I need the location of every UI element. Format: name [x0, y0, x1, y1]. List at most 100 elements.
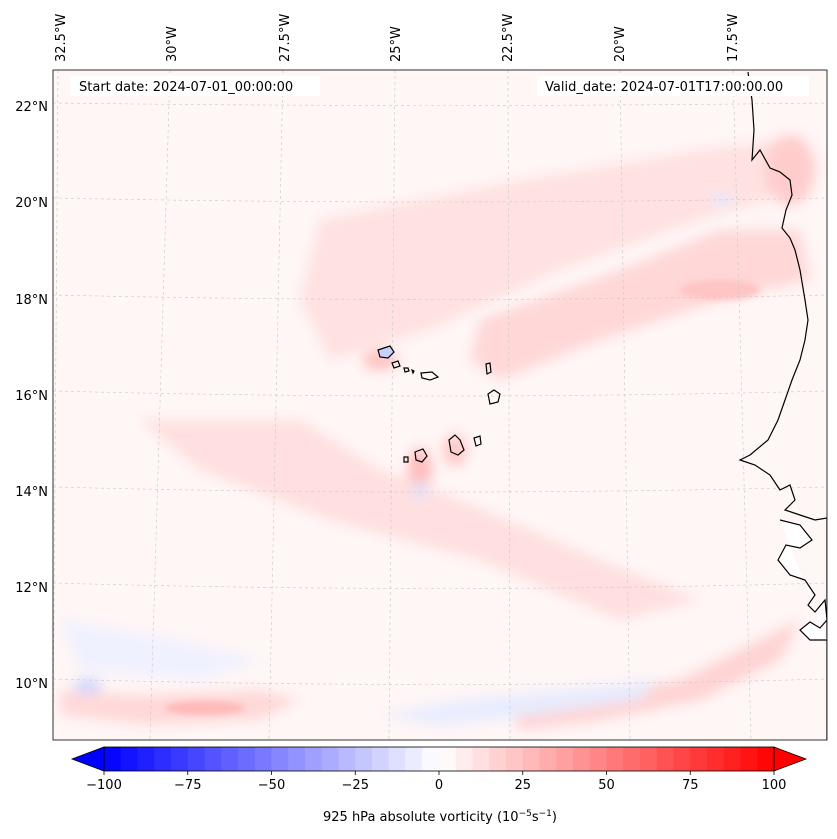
- island: [487, 389, 501, 405]
- colorbar-segment: [305, 747, 323, 771]
- valid-date-box: [537, 76, 809, 96]
- colorbar-ticks: −100 −75 −50 −25 0 25 50 75 100: [86, 771, 786, 793]
- colorbar-segment: [757, 747, 775, 771]
- lon-tick-labels: 32.5°W 30°W 27.5°W 25°W 22.5°W 20°W 17.5…: [54, 14, 741, 62]
- colorbar-segment: [573, 747, 591, 771]
- colorbar-segment: [321, 747, 339, 771]
- colorbar-segment: [238, 747, 256, 771]
- lat-tick-label: 16°N: [15, 389, 48, 404]
- colorbar-segment: [690, 747, 708, 771]
- colorbar-segment: [120, 747, 138, 771]
- colorbar-segment: [187, 747, 205, 771]
- colorbar-segments: [104, 747, 775, 771]
- vorticity-band-positive: [408, 448, 432, 492]
- lon-tick-label: 32.5°W: [54, 14, 69, 62]
- lon-tick-label: 27.5°W: [278, 14, 293, 62]
- vorticity-band-positive: [680, 280, 760, 300]
- colorbar-segment: [673, 747, 691, 771]
- colorbar-segment: [455, 747, 473, 771]
- africa-coastline: [777, 519, 827, 641]
- vorticity-band-positive: [140, 420, 700, 620]
- island: [420, 371, 440, 381]
- lat-tick-label: 22°N: [15, 100, 48, 115]
- colorbar-segment: [439, 747, 457, 771]
- vorticity-band-negative: [60, 620, 260, 680]
- colorbar-segment: [489, 747, 507, 771]
- colorbar-tick-label: 50: [598, 778, 615, 793]
- colorbar-segment: [405, 747, 423, 771]
- colorbar-segment: [137, 747, 155, 771]
- vorticity-field: [60, 135, 815, 730]
- colorbar-extend-high: [773, 746, 808, 772]
- colorbar: −100 −75 −50 −25 0 25 50 75 100 925 hPa absolute…: [70, 746, 808, 825]
- colorbar-extend-low: [70, 746, 105, 772]
- colorbar-segment: [556, 747, 574, 771]
- island: [403, 456, 409, 463]
- map-panel: [53, 70, 827, 740]
- vorticity-band-positive: [165, 701, 245, 715]
- vorticity-band-negative: [380, 680, 660, 725]
- start-date-text: Start date: 2024-07-01_00:00:00: [79, 80, 293, 95]
- island: [377, 345, 395, 359]
- colorbar-tick-label: 25: [514, 778, 531, 793]
- colorbar-segment: [422, 747, 440, 771]
- colorbar-tick-label: 75: [682, 778, 699, 793]
- vorticity-band-negative: [414, 480, 426, 500]
- colorbar-segment: [355, 747, 373, 771]
- colorbar-segment: [623, 747, 641, 771]
- island: [473, 435, 482, 447]
- colorbar-segment: [288, 747, 306, 771]
- lat-tick-labels: 22°N 20°N 18°N 16°N 14°N 12°N 10°N: [15, 100, 48, 692]
- colorbar-segment: [506, 747, 524, 771]
- vorticity-band-negative: [74, 678, 102, 694]
- colorbar-segment: [707, 747, 725, 771]
- island: [485, 362, 492, 375]
- lat-tick-label: 12°N: [15, 581, 48, 596]
- colorbar-segment: [338, 747, 356, 771]
- colorbar-segment: [606, 747, 624, 771]
- colorbar-segment: [221, 747, 239, 771]
- start-date-box: [70, 76, 320, 96]
- colorbar-segment: [723, 747, 741, 771]
- lon-tick-label: 20°W: [613, 26, 628, 62]
- map-frame: [52, 69, 828, 741]
- coastlines: [377, 71, 827, 740]
- colorbar-segment: [254, 747, 272, 771]
- colorbar-segment: [388, 747, 406, 771]
- vorticity-band-positive: [300, 140, 800, 360]
- colorbar-tick-label: 0: [435, 778, 443, 793]
- island: [403, 367, 410, 373]
- vorticity-band-positive: [765, 135, 815, 205]
- lat-tick-label: 10°N: [15, 677, 48, 692]
- lon-tick-label: 30°W: [165, 26, 180, 62]
- colorbar-label: 925 hPa absolute vorticity (10−5s−1): [323, 809, 557, 825]
- vorticity-band-positive: [470, 230, 810, 380]
- colorbar-tick-label: −50: [258, 778, 285, 793]
- lat-tick-label: 14°N: [15, 485, 48, 500]
- colorbar-segment: [271, 747, 289, 771]
- island: [410, 368, 415, 375]
- colorbar-segment: [740, 747, 758, 771]
- colorbar-segment: [171, 747, 189, 771]
- colorbar-tick-label: −75: [174, 778, 201, 793]
- colorbar-tick-label: −100: [86, 778, 122, 793]
- colorbar-segment: [104, 747, 122, 771]
- colorbar-segment: [204, 747, 222, 771]
- lon-tick-label: 22.5°W: [501, 14, 516, 62]
- colorbar-segment: [589, 747, 607, 771]
- colorbar-segment: [656, 747, 674, 771]
- island: [448, 434, 465, 456]
- colorbar-segment: [640, 747, 658, 771]
- colorbar-segment: [539, 747, 557, 771]
- gridlines: [53, 70, 827, 740]
- lat-tick-label: 18°N: [15, 293, 48, 308]
- colorbar-segment: [522, 747, 540, 771]
- colorbar-segment: [472, 747, 490, 771]
- colorbar-segment: [154, 747, 172, 771]
- vorticity-band-negative: [712, 194, 732, 206]
- lon-tick-label: 17.5°W: [726, 14, 741, 62]
- colorbar-tick-label: −25: [342, 778, 369, 793]
- africa-coastline: [738, 71, 827, 740]
- lat-tick-label: 20°N: [15, 196, 48, 211]
